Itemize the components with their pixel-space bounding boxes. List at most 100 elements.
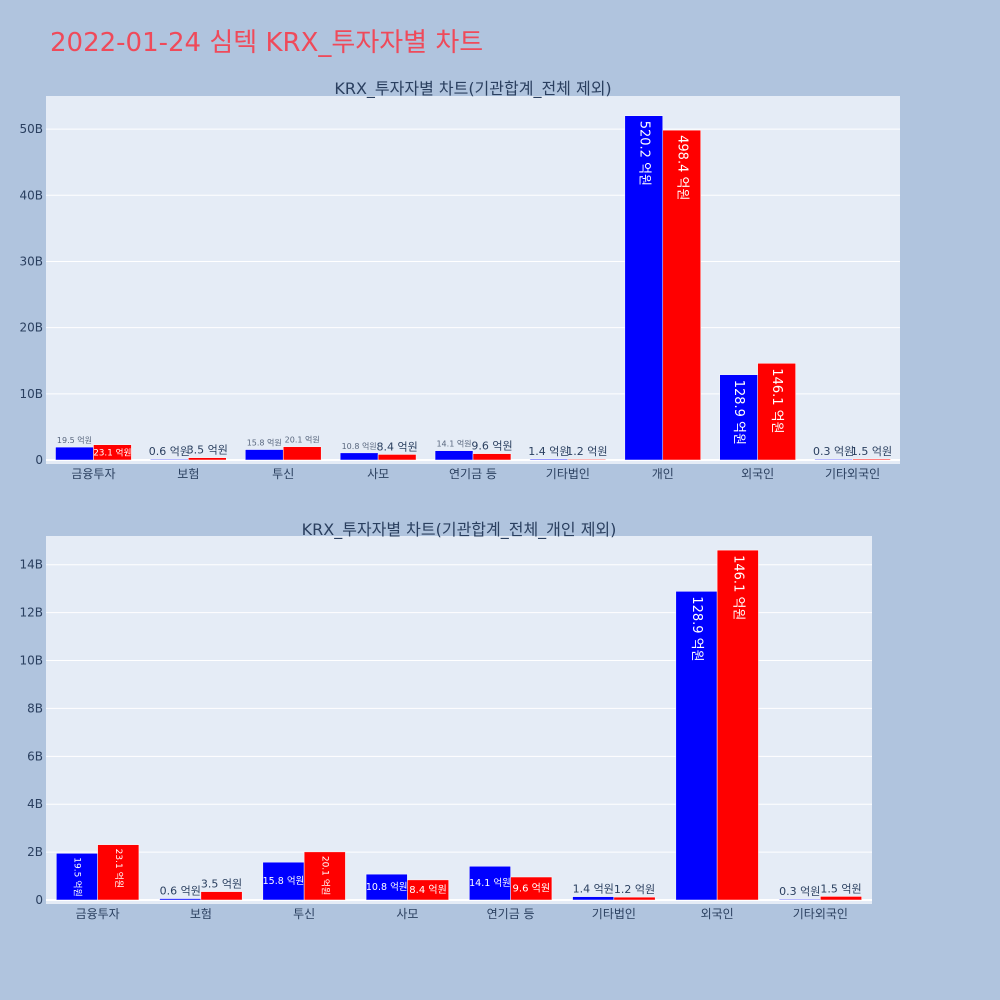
data-label: 10.8 억원 (342, 441, 377, 451)
data-label: 8.4 억원 (409, 884, 446, 896)
data-label: 10.8 억원 (366, 881, 408, 893)
data-label: 23.1 억원 (113, 849, 125, 888)
bar-sell (93, 444, 132, 461)
bar-buy (150, 458, 189, 461)
bar-sell (852, 458, 891, 461)
x-tick-label: 금융투자 (71, 467, 115, 481)
data-label: 20.1 억원 (285, 435, 320, 445)
data-label: 3.5 억원 (201, 878, 242, 891)
bar-buy (675, 591, 718, 901)
x-tick-label: 사모 (367, 467, 389, 481)
data-label: 23.1 억원 (93, 446, 131, 458)
bar-sell (662, 129, 701, 461)
x-tick-label: 외국인 (741, 467, 774, 481)
data-label: 128.9 억원 (689, 596, 704, 661)
x-tick-label: 투신 (293, 907, 315, 921)
bar-buy (572, 896, 615, 901)
data-label: 520.2 억원 (636, 121, 651, 186)
data-label: 19.5 억원 (57, 435, 92, 445)
x-tick-label: 보험 (177, 467, 199, 481)
data-label: 0.3 억원 (813, 445, 854, 458)
data-label: 9.6 억원 (513, 883, 550, 895)
x-tick-label: 연기금 등 (449, 467, 497, 481)
data-label: 20.1 억원 (319, 856, 331, 895)
page-title: 2022-01-24 심텍 KRX_투자자별 차트 (50, 28, 484, 58)
x-tick-label: 금융투자 (76, 907, 120, 921)
data-label: 15.8 억원 (247, 438, 282, 448)
y-tick-label: 8B (27, 701, 43, 715)
bar-sell (303, 851, 346, 901)
bar-buy (778, 898, 821, 901)
bar-sell (820, 896, 862, 901)
x-tick-label: 연기금 등 (487, 907, 535, 921)
bar-sell (188, 457, 227, 461)
y-tick-label: 40B (19, 188, 43, 202)
bar-sell (567, 458, 607, 461)
x-tick-label: 외국인 (701, 907, 734, 921)
y-tick-label: 6B (27, 749, 43, 763)
data-label: 146.1 억원 (769, 368, 784, 433)
y-tick-label: 30B (19, 254, 43, 268)
data-label: 0.6 억원 (160, 885, 201, 898)
bar-sell (510, 876, 553, 901)
bar-buy (434, 450, 474, 461)
bar-sell (613, 896, 656, 901)
y-tick-label: 0 (35, 893, 43, 907)
bar-sell (200, 891, 243, 901)
x-tick-label: 기타법인 (546, 467, 590, 481)
chart-institutional-excl-total: 0 10B 20B 30B 40B 50B KRX_투자자별 차트(기관합계_전체 제외) 금… (19, 79, 900, 481)
data-label: 1.4 억원 (528, 445, 569, 458)
y-tick-label: 10B (19, 387, 43, 401)
bar-buy (624, 115, 664, 461)
bar-buy (245, 449, 284, 461)
data-label: 1.2 억원 (566, 445, 607, 458)
data-label: 9.6 억원 (471, 440, 512, 453)
data-label: 8.4 억원 (376, 440, 417, 453)
y-tick-label: 20B (19, 321, 43, 335)
bar-buy (814, 458, 853, 461)
x-tick-label: 사모 (396, 907, 418, 921)
bar-sell (97, 844, 140, 901)
bar-buy (719, 374, 758, 461)
bar-buy (55, 446, 94, 461)
bar-buy (339, 452, 379, 461)
data-label: 19.5 억원 (71, 857, 83, 896)
data-label: 14.1 억원 (469, 877, 511, 889)
chart-institutional-excl-individual: 0 2B 4B 6B 8B 10B 12B 14B KRX_투자자별 차트(기관합계_전체_개인… (19, 520, 872, 921)
bar-sell (407, 879, 449, 901)
bar-sell (377, 454, 417, 461)
data-label: 146.1 억원 (730, 555, 745, 620)
x-tick-label: 기타법인 (592, 907, 636, 921)
x-tick-label: 기타외국인 (825, 467, 880, 481)
y-tick-label: 50B (19, 122, 43, 136)
y-tick-label: 10B (19, 654, 43, 668)
x-tick-label: 기타외국인 (793, 907, 848, 921)
bar-sell (716, 549, 759, 901)
data-label: 128.9 억원 (731, 380, 746, 445)
data-label: 1.5 억원 (851, 445, 892, 458)
x-tick-label: 보험 (190, 907, 212, 921)
y-tick-label: 14B (19, 558, 43, 572)
data-label: 498.4 억원 (674, 135, 689, 200)
data-label: 0.3 억원 (779, 885, 820, 898)
y-tick-label: 2B (27, 845, 43, 859)
bar-buy (262, 861, 305, 901)
chart-title: KRX_투자자별 차트(기관합계_전체_개인 제외) (302, 520, 617, 540)
bar-sell (282, 446, 322, 461)
data-label: 1.5 억원 (820, 882, 861, 895)
y-tick-label: 12B (19, 606, 43, 620)
bar-buy (469, 865, 511, 901)
data-label: 3.5 억원 (187, 444, 228, 457)
data-label: 15.8 억원 (263, 875, 305, 887)
data-label: 1.4 억원 (573, 883, 614, 896)
chart-title: KRX_투자자별 차트(기관합계_전체 제외) (334, 79, 611, 99)
y-tick-label: 4B (27, 797, 43, 811)
bar-buy (159, 898, 202, 901)
x-tick-label: 개인 (652, 467, 674, 481)
bar-buy (529, 458, 569, 461)
data-label: 1.2 억원 (614, 883, 655, 896)
y-tick-label: 0 (35, 453, 43, 467)
bar-sell (757, 363, 796, 461)
bar-sell (472, 453, 512, 461)
data-label: 14.1 억원 (436, 439, 471, 449)
